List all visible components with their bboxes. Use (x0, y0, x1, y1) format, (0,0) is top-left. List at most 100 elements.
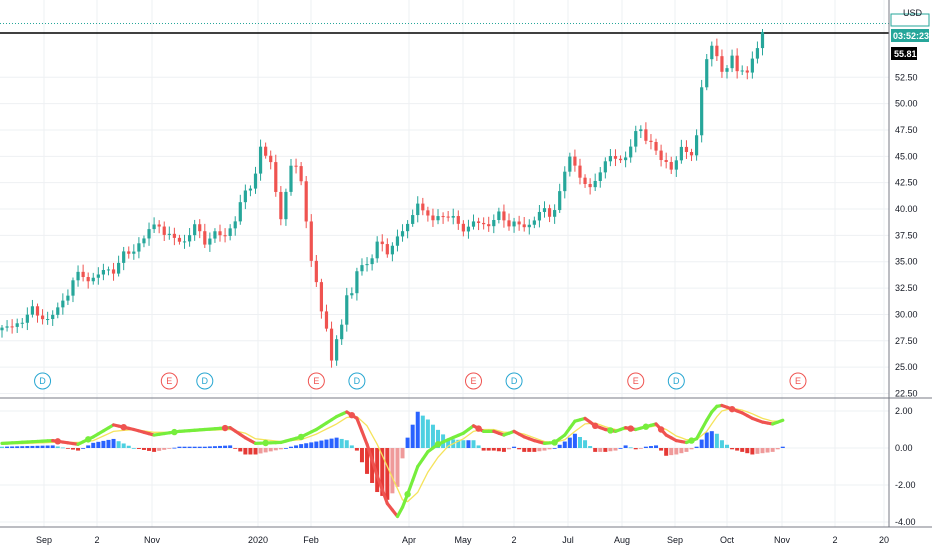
marker-label: E (795, 376, 801, 386)
histogram-bar (674, 448, 679, 455)
histogram-bar (775, 448, 780, 450)
histogram-bar (694, 446, 699, 448)
candle-body (25, 314, 29, 323)
candle-body (537, 211, 542, 221)
candle-body (253, 173, 258, 189)
candle-body (507, 220, 511, 227)
candle-body (598, 172, 602, 181)
histogram-bar (679, 448, 684, 454)
candle-body (198, 224, 202, 232)
histogram-bar (319, 440, 324, 448)
candle-body (664, 160, 668, 162)
candle-body (56, 307, 60, 315)
candle-body (274, 162, 278, 192)
histogram-bar (430, 424, 435, 448)
price-tick-label: 32.50 (895, 283, 918, 293)
histogram-bar (283, 448, 288, 449)
histogram-bar (111, 438, 116, 448)
histogram-bar (70, 448, 75, 450)
histogram-bar (380, 448, 385, 496)
candle-body (314, 260, 318, 283)
histogram-bar (76, 448, 81, 451)
histogram-bar (410, 424, 415, 448)
histogram-bar (415, 411, 420, 448)
cross-marker (262, 439, 269, 447)
candle-body (456, 216, 460, 224)
candle-body (137, 243, 141, 252)
candle-body (35, 306, 40, 316)
candle-body (725, 68, 729, 72)
histogram-bar (258, 448, 263, 454)
histogram-bar (238, 448, 243, 452)
histogram-bar (689, 448, 694, 450)
candle-body (558, 191, 562, 211)
marker-label: E (313, 376, 319, 386)
price-tick-label: 45.00 (895, 151, 918, 161)
candle-body (426, 210, 430, 216)
histogram-bar (25, 446, 30, 448)
histogram-bar (126, 445, 131, 448)
histogram-bar (704, 432, 709, 448)
countdown-tag (891, 29, 929, 42)
fast-line-segment (355, 416, 364, 433)
candle-body (213, 231, 217, 239)
histogram-bar (339, 438, 344, 448)
candle-body (390, 245, 394, 255)
candle-body (5, 326, 9, 328)
candle-body (106, 269, 111, 271)
earnings-marker: E (465, 372, 483, 390)
histogram-bar (643, 446, 648, 448)
histogram-bar (669, 448, 674, 456)
histogram-bar (15, 446, 20, 448)
histogram-bar (263, 448, 268, 453)
candle-body (568, 156, 572, 172)
cross-marker (404, 491, 411, 498)
candle-body (335, 339, 339, 361)
price-tick-label: 37.50 (895, 230, 918, 240)
marker-circle (348, 372, 366, 390)
histogram-bar (96, 441, 101, 448)
histogram-bar (35, 445, 40, 448)
candle-body (96, 274, 100, 278)
histogram-bar (780, 446, 785, 448)
histogram-bar (86, 445, 91, 448)
candle-body (355, 271, 359, 294)
candle-body (760, 32, 765, 49)
histogram-bar (192, 446, 197, 448)
histogram-bar (496, 448, 501, 452)
histogram-bar (659, 448, 664, 451)
dividend-marker: D (196, 372, 214, 390)
candle-body (406, 223, 410, 232)
time-tick-label: 2 (511, 535, 516, 545)
marker-circle (196, 372, 214, 390)
candle-body (553, 210, 557, 217)
candle-body (71, 280, 75, 296)
earnings-marker: E (307, 372, 325, 390)
dividend-marker: D (348, 372, 366, 390)
marker-circle (789, 372, 807, 390)
candle-body (578, 165, 582, 178)
candle-body (451, 216, 455, 218)
price-tick-label: 25.00 (895, 362, 918, 372)
candle-body (482, 222, 486, 225)
candle-body (608, 156, 612, 162)
candle-body (679, 146, 683, 161)
histogram-bar (623, 445, 628, 448)
histogram-bar (385, 448, 390, 500)
candle-body (547, 208, 552, 217)
marker-label: E (471, 376, 477, 386)
candle-body (639, 129, 643, 132)
candle-body (203, 231, 207, 245)
candle-body (527, 224, 531, 228)
histogram-bar (456, 439, 461, 448)
candle-body (309, 221, 313, 261)
candle-body (304, 181, 308, 222)
histogram-bar (750, 448, 755, 455)
time-tick-label: Apr (402, 535, 416, 545)
price-tick-label: 50.00 (895, 99, 918, 109)
fast-line-segment (370, 458, 379, 478)
time-tick-label: Sep (36, 535, 52, 545)
candle-body (694, 135, 699, 156)
histogram-bar (207, 446, 212, 448)
